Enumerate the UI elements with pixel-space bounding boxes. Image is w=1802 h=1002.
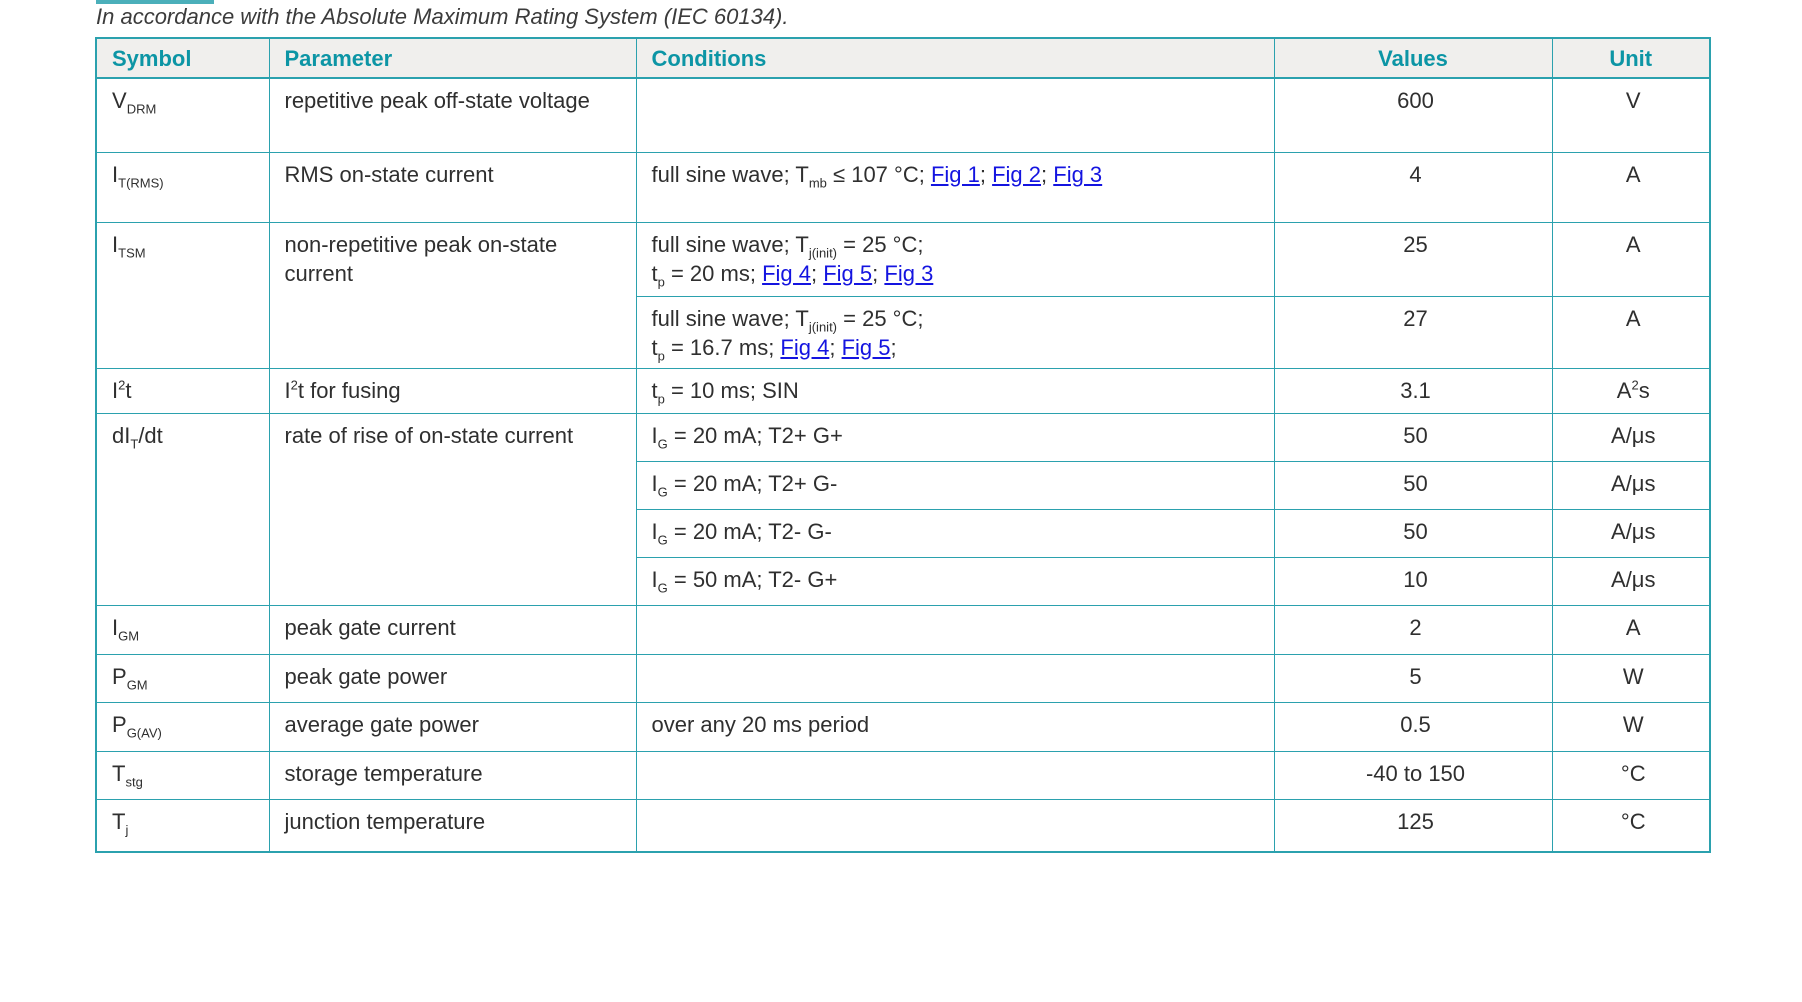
header-row: Symbol Parameter Conditions Values Unit — [95, 37, 1711, 79]
table-row: IG = 50 mA; T2- G+ 10 A/μs — [96, 556, 1711, 606]
unit-cell: A/μs — [1551, 508, 1711, 558]
value-cell: 3.1 — [1273, 367, 1553, 414]
symbol-cell: dIT/dt — [95, 412, 270, 606]
table-row: Tstg storage temperature -40 to 150 °C — [95, 750, 1711, 800]
parameter-cell: junction temperature — [268, 798, 637, 853]
value-cell: 25 — [1273, 221, 1553, 297]
table-row: IGM peak gate current 2 A — [95, 604, 1711, 655]
unit-cell: W — [1551, 701, 1711, 752]
conditions-cell — [635, 750, 1275, 800]
column-header-values: Values — [1273, 37, 1553, 79]
conditions-cell: full sine wave; Tj(init) = 25 °C; tp = 20… — [635, 221, 1275, 297]
table-row: IG = 20 mA; T2- G- 50 A/μs — [96, 508, 1711, 558]
symbol-cell: ITSM — [95, 221, 270, 369]
conditions-cell — [635, 604, 1275, 655]
link-fig-4[interactable]: Fig 4 — [762, 260, 811, 286]
table-row: Tj junction temperature 125 °C — [95, 798, 1711, 853]
unit-cell: A/μs — [1551, 412, 1711, 462]
value-cell: 5 — [1273, 653, 1553, 703]
table-row: ITSM non-repetitive peak on-state current… — [95, 221, 1711, 369]
conditions-cell: IG = 50 mA; T2- G+ — [635, 556, 1275, 606]
cut-off-heading — [96, 0, 214, 4]
value-cell: 2 — [1273, 604, 1553, 655]
symbol-cell: Tj — [95, 798, 270, 853]
link-fig-2[interactable]: Fig 2 — [992, 161, 1042, 187]
link-fig-4[interactable]: Fig 4 — [780, 334, 830, 360]
parameter-cell: I2t for fusing — [268, 367, 637, 414]
conditions-cell: over any 20 ms period — [635, 701, 1275, 752]
conditions-cell: full sine wave; Tj(init) = 25 °C; tp = 16… — [635, 295, 1275, 369]
column-header-unit: Unit — [1551, 37, 1711, 79]
symbol-cell: IT(RMS) — [95, 151, 270, 223]
table-row: I2t I2t for fusing tp = 10 ms; SIN 3.1 A2s — [95, 367, 1711, 414]
value-cell: 125 — [1273, 798, 1553, 853]
symbol-cell: I2t — [95, 367, 270, 414]
conditions-cell — [635, 798, 1275, 853]
unit-cell: A2s — [1551, 367, 1711, 414]
conditions-cell: tp = 10 ms; SIN — [635, 367, 1275, 414]
symbol-cell: Tstg — [95, 750, 270, 800]
value-cell: 4 — [1273, 151, 1553, 223]
value-cell: 50 — [1273, 460, 1553, 510]
unit-cell: A — [1551, 221, 1711, 297]
unit-cell: °C — [1551, 750, 1711, 800]
parameter-cell: peak gate current — [268, 604, 637, 655]
parameter-cell: average gate power — [268, 701, 637, 752]
table-row: PG(AV) average gate power over any 20 ms p… — [95, 701, 1711, 752]
table-row: dIT/dt rate of rise of on-state current IG… — [95, 412, 1711, 606]
conditions-cell — [635, 653, 1275, 703]
link-fig-5[interactable]: Fig 5 — [823, 260, 873, 286]
parameter-cell: peak gate power — [268, 653, 637, 703]
conditions-cell: IG = 20 mA; T2+ G+ — [635, 412, 1275, 462]
value-cell: 600 — [1273, 77, 1553, 153]
symbol-cell: VDRM — [95, 77, 270, 153]
table-header: Symbol Parameter Conditions Values Unit — [95, 37, 1711, 79]
column-header-parameter: Parameter — [268, 37, 637, 79]
parameter-cell: non-repetitive peak on-state current — [268, 221, 637, 369]
link-fig-5[interactable]: Fig 5 — [841, 334, 891, 360]
value-cell: 50 — [1273, 412, 1553, 462]
unit-cell: A/μs — [1551, 460, 1711, 510]
limiting-values-table: Symbol Parameter Conditions Values Unit VDRM… — [95, 37, 1711, 853]
unit-cell: A/μs — [1551, 556, 1711, 606]
unit-cell: W — [1551, 653, 1711, 703]
parameter-cell: storage temperature — [268, 750, 637, 800]
link-fig-3[interactable]: Fig 3 — [1053, 161, 1103, 187]
parameter-cell: rate of rise of on-state current — [268, 412, 637, 606]
value-cell: 0.5 — [1273, 701, 1553, 752]
conditions-cell: full sine wave; Tmb ≤ 107 °C; Fig 1; Fig… — [635, 151, 1275, 223]
column-header-conditions: Conditions — [635, 37, 1275, 79]
symbol-cell: PGM — [95, 653, 270, 703]
value-cell: 50 — [1273, 508, 1553, 558]
link-fig-3[interactable]: Fig 3 — [884, 260, 934, 286]
table-row: IT(RMS) RMS on-state current full sine wav… — [95, 151, 1711, 223]
unit-cell: °C — [1551, 798, 1711, 853]
value-cell: 27 — [1273, 295, 1553, 369]
conditions-cell — [635, 77, 1275, 153]
intro-note: In accordance with the Absolute Maximum … — [96, 4, 789, 29]
value-cell: 10 — [1273, 556, 1553, 606]
table-row: IG = 20 mA; T2+ G- 50 A/μs — [96, 460, 1711, 510]
symbol-cell: PG(AV) — [95, 701, 270, 752]
unit-cell: A — [1551, 295, 1711, 369]
parameter-cell: repetitive peak off-state voltage — [268, 77, 637, 153]
symbol-cell: IGM — [95, 604, 270, 655]
link-fig-1[interactable]: Fig 1 — [930, 161, 980, 187]
unit-cell: A — [1551, 151, 1711, 223]
value-cell: -40 to 150 — [1273, 750, 1553, 800]
unit-cell: V — [1551, 77, 1711, 153]
conditions-cell: IG = 20 mA; T2- G- — [635, 508, 1275, 558]
table-row: VDRM repetitive peak off-state voltage 600… — [95, 77, 1711, 153]
table-row: full sine wave; Tj(init) = 25 °C; tp = 16… — [96, 295, 1711, 369]
unit-cell: A — [1551, 604, 1711, 655]
table-row: PGM peak gate power 5 W — [95, 653, 1711, 703]
conditions-cell: IG = 20 mA; T2+ G- — [635, 460, 1275, 510]
table-body: VDRM repetitive peak off-state voltage 600… — [95, 77, 1711, 853]
column-header-symbol: Symbol — [95, 37, 270, 79]
parameter-cell: RMS on-state current — [268, 151, 637, 223]
